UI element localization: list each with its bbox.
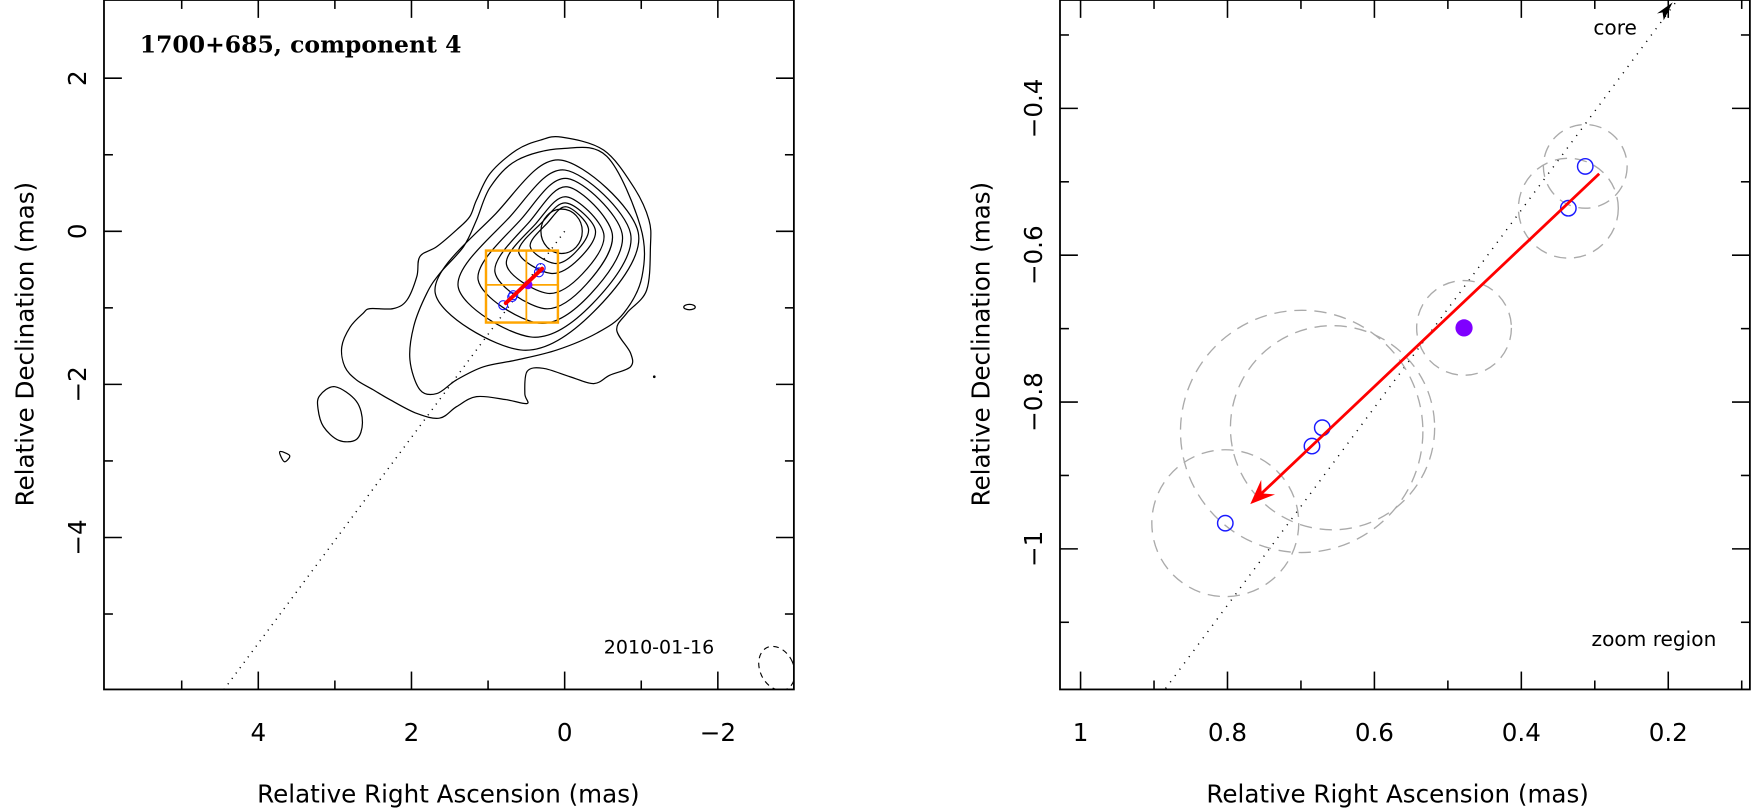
y-tick-label: −2	[63, 366, 92, 402]
x-tick-label: 0.6	[1355, 718, 1394, 747]
zoom-region-box	[484, 249, 560, 324]
x-tick-label: 4	[250, 718, 266, 747]
component-position-marker	[1303, 437, 1321, 455]
contour-island	[683, 303, 696, 311]
y-tick-label: −0.8	[1019, 372, 1048, 432]
contour-line	[494, 186, 614, 310]
contour-line	[340, 136, 652, 419]
right-x-axis-title: Relative Right Ascension (mas)	[1206, 779, 1588, 808]
component-size-dashed-circle	[1517, 157, 1619, 259]
source-title: 1700+685, component 4	[140, 31, 462, 59]
contour-line	[409, 146, 646, 396]
component-marker-small	[507, 292, 518, 303]
jet-axis-dotted-line	[223, 230, 566, 690]
mean-position-marker	[1455, 319, 1473, 337]
zoom-region-label: zoom region	[1592, 627, 1717, 651]
right-plot-area	[1151, 0, 1679, 690]
left-x-axis-title: Relative Right Ascension (mas)	[257, 779, 639, 808]
motion-vector-line	[1257, 172, 1601, 498]
contour-line	[505, 196, 605, 294]
y-tick-label: 2	[63, 70, 92, 86]
component-size-dashed-circle	[1151, 449, 1300, 598]
right-axes: 1 0.8 0.6 0.4 0.2 −0.4 −0.6 −0.8 −1	[1019, 0, 1750, 747]
x-tick-label: 0.2	[1649, 718, 1688, 747]
component-size-dashed-circle	[1179, 309, 1424, 554]
contour-line	[279, 450, 291, 463]
left-y-axis-title: Relative Declination (mas)	[11, 182, 40, 507]
y-tick-label: −0.6	[1019, 225, 1048, 285]
contour-line	[316, 386, 364, 443]
core-direction-label: core	[1593, 16, 1637, 40]
left-frame	[103, 0, 795, 691]
contour-line	[457, 169, 632, 338]
component-size-dashed-circle	[1415, 279, 1513, 376]
y-tick-label: −1	[1019, 531, 1048, 567]
x-tick-label: 0.4	[1502, 718, 1541, 747]
left-panel-contour-map: 4 2 0 −2 2 0 −2 −4 1700+685, component 4 2010-0…	[11, 0, 795, 808]
left-axes: 4 2 0 −2 2 0 −2 −4	[63, 0, 794, 747]
y-tick-label: −0.4	[1019, 79, 1048, 139]
component-position-marker	[1576, 157, 1594, 175]
y-tick-label: 0	[63, 223, 92, 239]
component-size-dashed-circle	[1229, 325, 1436, 531]
core-direction-arrowhead	[1657, 2, 1673, 21]
x-tick-label: 2	[404, 718, 420, 747]
x-tick-label: −2	[700, 718, 736, 747]
component-position-marker	[1313, 419, 1331, 437]
component-marker-small	[533, 267, 544, 278]
x-tick-label: 0.8	[1208, 718, 1247, 747]
y-tick-label: −4	[63, 519, 92, 555]
component-marker-small	[498, 300, 509, 311]
contour-line	[518, 202, 597, 275]
contour-dot	[652, 375, 656, 379]
component-position-marker	[1559, 199, 1577, 217]
contour-line	[529, 206, 590, 265]
right-panel-zoom-region: 1 0.8 0.6 0.4 0.2 −0.4 −0.6 −0.8 −1 core zoom re…	[967, 0, 1751, 808]
contour-line	[434, 159, 640, 351]
motion-vector-arrowhead	[1250, 479, 1276, 505]
x-tick-label: 0	[557, 718, 573, 747]
component-marker-small	[508, 290, 519, 301]
left-plot-area	[223, 136, 794, 690]
component-size-dashed-circle	[1542, 123, 1628, 209]
component-position-marker	[1216, 514, 1234, 532]
motion-vector-small	[503, 266, 545, 306]
jet-axis-dotted-line	[1163, 0, 1679, 690]
x-tick-label: 1	[1073, 718, 1089, 747]
contour-line-core	[540, 208, 583, 255]
right-frame	[1059, 0, 1751, 691]
epoch-date-label: 2010-01-16	[604, 637, 714, 659]
right-y-axis-title: Relative Declination (mas)	[967, 182, 996, 507]
